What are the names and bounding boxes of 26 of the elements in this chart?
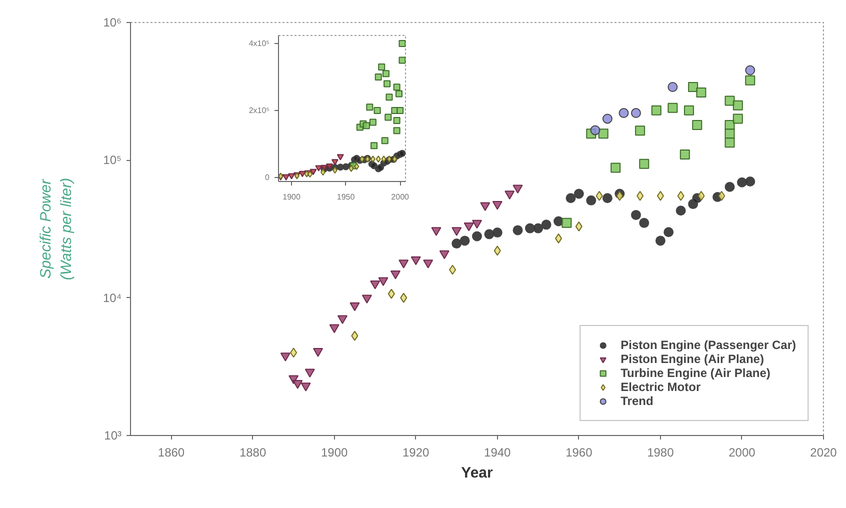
legend-label: Piston Engine (Air Plane) [620, 352, 764, 366]
x-tick-label: 1960 [566, 446, 593, 460]
x-tick-label: 1940 [484, 446, 512, 460]
legend-label: Piston Engine (Passenger Car) [620, 338, 796, 352]
y-tick-label: 10⁴ [102, 290, 122, 305]
y-axis-title: Specific Power (Watts per liter) [38, 178, 75, 280]
y-tick-label: 2x10⁵ [248, 106, 270, 116]
x-tick-label: 1860 [158, 446, 185, 460]
y-tick-label: 10⁵ [103, 153, 122, 168]
x-tick-label: 1950 [336, 192, 356, 202]
x-tick-label: 1900 [282, 192, 301, 202]
x-tick-label: 1920 [402, 446, 430, 460]
legend-label: Turbine Engine (Air Plane) [620, 366, 770, 380]
x-tick-label: 1980 [647, 446, 674, 460]
x-tick-label: 2020 [810, 446, 838, 460]
x-tick-label: 2000 [391, 192, 410, 202]
y-tick-label: 10³ [104, 428, 122, 442]
x-tick-label: 1900 [320, 446, 348, 460]
y-tick-label: 4x10⁵ [248, 39, 270, 48]
x-tick-label: 1880 [239, 446, 266, 460]
y-tick-label: 0 [265, 172, 270, 182]
x-tick-label: 2000 [728, 446, 756, 460]
legend-label: Electric Motor [620, 380, 701, 394]
legend-label: Trend [620, 394, 654, 408]
y-tick-label: 10⁶ [103, 16, 122, 30]
x-axis-title: Year [461, 464, 494, 482]
